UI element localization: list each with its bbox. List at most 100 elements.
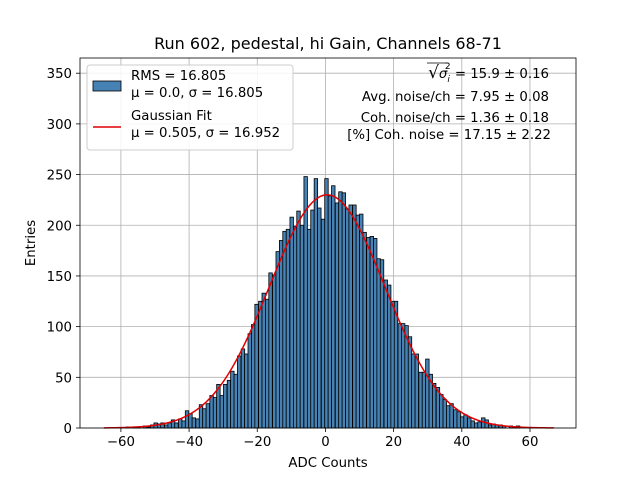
- histogram-bar: [296, 210, 301, 429]
- y-tick-label: 50: [55, 371, 72, 386]
- histogram-bar: [432, 382, 437, 429]
- y-tick-label: 200: [47, 219, 72, 234]
- histogram-bar: [258, 300, 263, 429]
- histogram-bar: [209, 395, 214, 429]
- histogram-bar: [449, 403, 454, 429]
- histogram-bar: [439, 394, 444, 429]
- histogram-bar: [202, 408, 207, 429]
- histogram-bar: [407, 336, 413, 429]
- x-axis-label: ADC Counts: [288, 456, 367, 471]
- histogram-bar: [247, 333, 252, 429]
- y-tick-label: 300: [47, 118, 72, 133]
- histogram-bar: [226, 379, 232, 429]
- y-axis-label: Entries: [24, 220, 39, 266]
- annotation-sigma: √σi2 = 15.9 ± 0.16: [428, 62, 549, 85]
- histogram-bar: [254, 303, 259, 429]
- y-tick-label: 100: [47, 321, 72, 336]
- x-tick-label: −40: [175, 435, 203, 450]
- histogram-bar: [477, 421, 482, 429]
- histogram-bar: [463, 414, 468, 429]
- histogram-bar: [230, 370, 235, 429]
- legend-box: [86, 64, 294, 151]
- histogram-bar: [359, 213, 364, 429]
- x-tick-label: −20: [243, 435, 271, 450]
- histogram-bar: [456, 411, 461, 429]
- noise-annotations: √σi2 = 15.9 ± 0.16 Avg. noise/ch = 7.95 …: [347, 62, 551, 143]
- histogram-bar: [414, 353, 419, 429]
- histogram-bar: [244, 353, 249, 429]
- histogram-bar: [320, 218, 326, 429]
- histogram-bar: [379, 259, 385, 429]
- histogram-bar: [178, 418, 183, 429]
- y-tick-label: 0: [64, 422, 72, 437]
- histogram-bar: [275, 251, 280, 429]
- histogram-bar: [411, 353, 416, 429]
- histogram-bar: [484, 419, 489, 429]
- histogram-bar: [376, 258, 381, 429]
- histogram-bar: [446, 405, 451, 429]
- histogram-bar: [268, 272, 273, 429]
- histogram-bar: [390, 300, 395, 429]
- y-tick-label: 250: [47, 169, 72, 184]
- x-tick-label: 60: [522, 435, 539, 450]
- histogram-bar: [467, 417, 472, 429]
- histogram-bar: [237, 355, 242, 429]
- legend: RMS = 16.805 μ = 0.0, σ = 16.805 Gaussia…: [86, 64, 294, 151]
- legend-histogram-label-line2: μ = 0.0, σ = 16.805: [131, 86, 263, 101]
- histogram-bar: [470, 420, 475, 429]
- histogram-bar: [369, 236, 374, 429]
- histogram-bar: [453, 409, 458, 429]
- histogram-bar: [397, 323, 402, 429]
- histogram-bar: [223, 384, 228, 429]
- histogram-bar: [261, 292, 266, 429]
- histogram-bar: [460, 416, 465, 429]
- histogram-bar: [387, 284, 392, 429]
- histogram-bar: [341, 192, 346, 429]
- x-tick-label: −60: [107, 435, 135, 450]
- histogram-bar: [362, 231, 367, 429]
- legend-fit-label-line2: μ = 0.505, σ = 16.952: [131, 126, 280, 141]
- x-axis-ticks: −60 −40 −20 0 20 40 60: [107, 428, 539, 450]
- histogram-bar: [278, 240, 284, 429]
- x-tick-label: 40: [453, 435, 470, 450]
- histogram-bar: [310, 209, 315, 429]
- histogram-bar: [292, 225, 298, 429]
- histogram-bar: [355, 214, 360, 429]
- histogram-bar: [348, 204, 353, 429]
- histogram-bar: [418, 371, 423, 429]
- histogram-bar: [313, 178, 319, 429]
- histogram-bar: [219, 395, 224, 429]
- histogram-bar: [282, 230, 287, 429]
- histogram-bar: [285, 228, 291, 429]
- histogram-bar: [299, 224, 305, 429]
- histogram-bar: [164, 424, 169, 429]
- histogram-bar: [338, 191, 343, 429]
- histogram-bar: [205, 403, 210, 429]
- chart-title: Run 602, pedestal, hi Gain, Channels 68-…: [154, 34, 502, 53]
- y-tick-label: 150: [47, 270, 72, 285]
- histogram-bar: [174, 422, 179, 429]
- histogram-bar: [306, 228, 312, 429]
- histogram-bar: [184, 410, 190, 429]
- histogram-bar: [383, 279, 388, 429]
- histogram-bar: [191, 417, 196, 429]
- histogram-bar: [272, 274, 277, 429]
- x-tick-label: 20: [385, 435, 402, 450]
- histogram-bar: [188, 413, 193, 429]
- histogram-bar: [303, 176, 308, 429]
- histogram-bar: [289, 216, 294, 429]
- histogram-bar: [334, 202, 340, 429]
- histogram-bar: [401, 323, 406, 429]
- histogram-bar: [240, 348, 246, 429]
- histogram-bar: [366, 237, 371, 429]
- legend-histogram-swatch: [92, 80, 122, 92]
- histogram-bar: [167, 422, 172, 429]
- annotation-coh-noise: Coh. noise/ch = 1.36 ± 0.18: [361, 111, 549, 126]
- histogram-bar: [442, 399, 447, 429]
- legend-histogram-label: RMS = 16.805: [131, 69, 226, 84]
- histogram-bar: [352, 204, 357, 429]
- histogram-bar: [425, 358, 430, 429]
- histogram-bar: [473, 422, 479, 429]
- x-tick-label: 0: [321, 435, 329, 450]
